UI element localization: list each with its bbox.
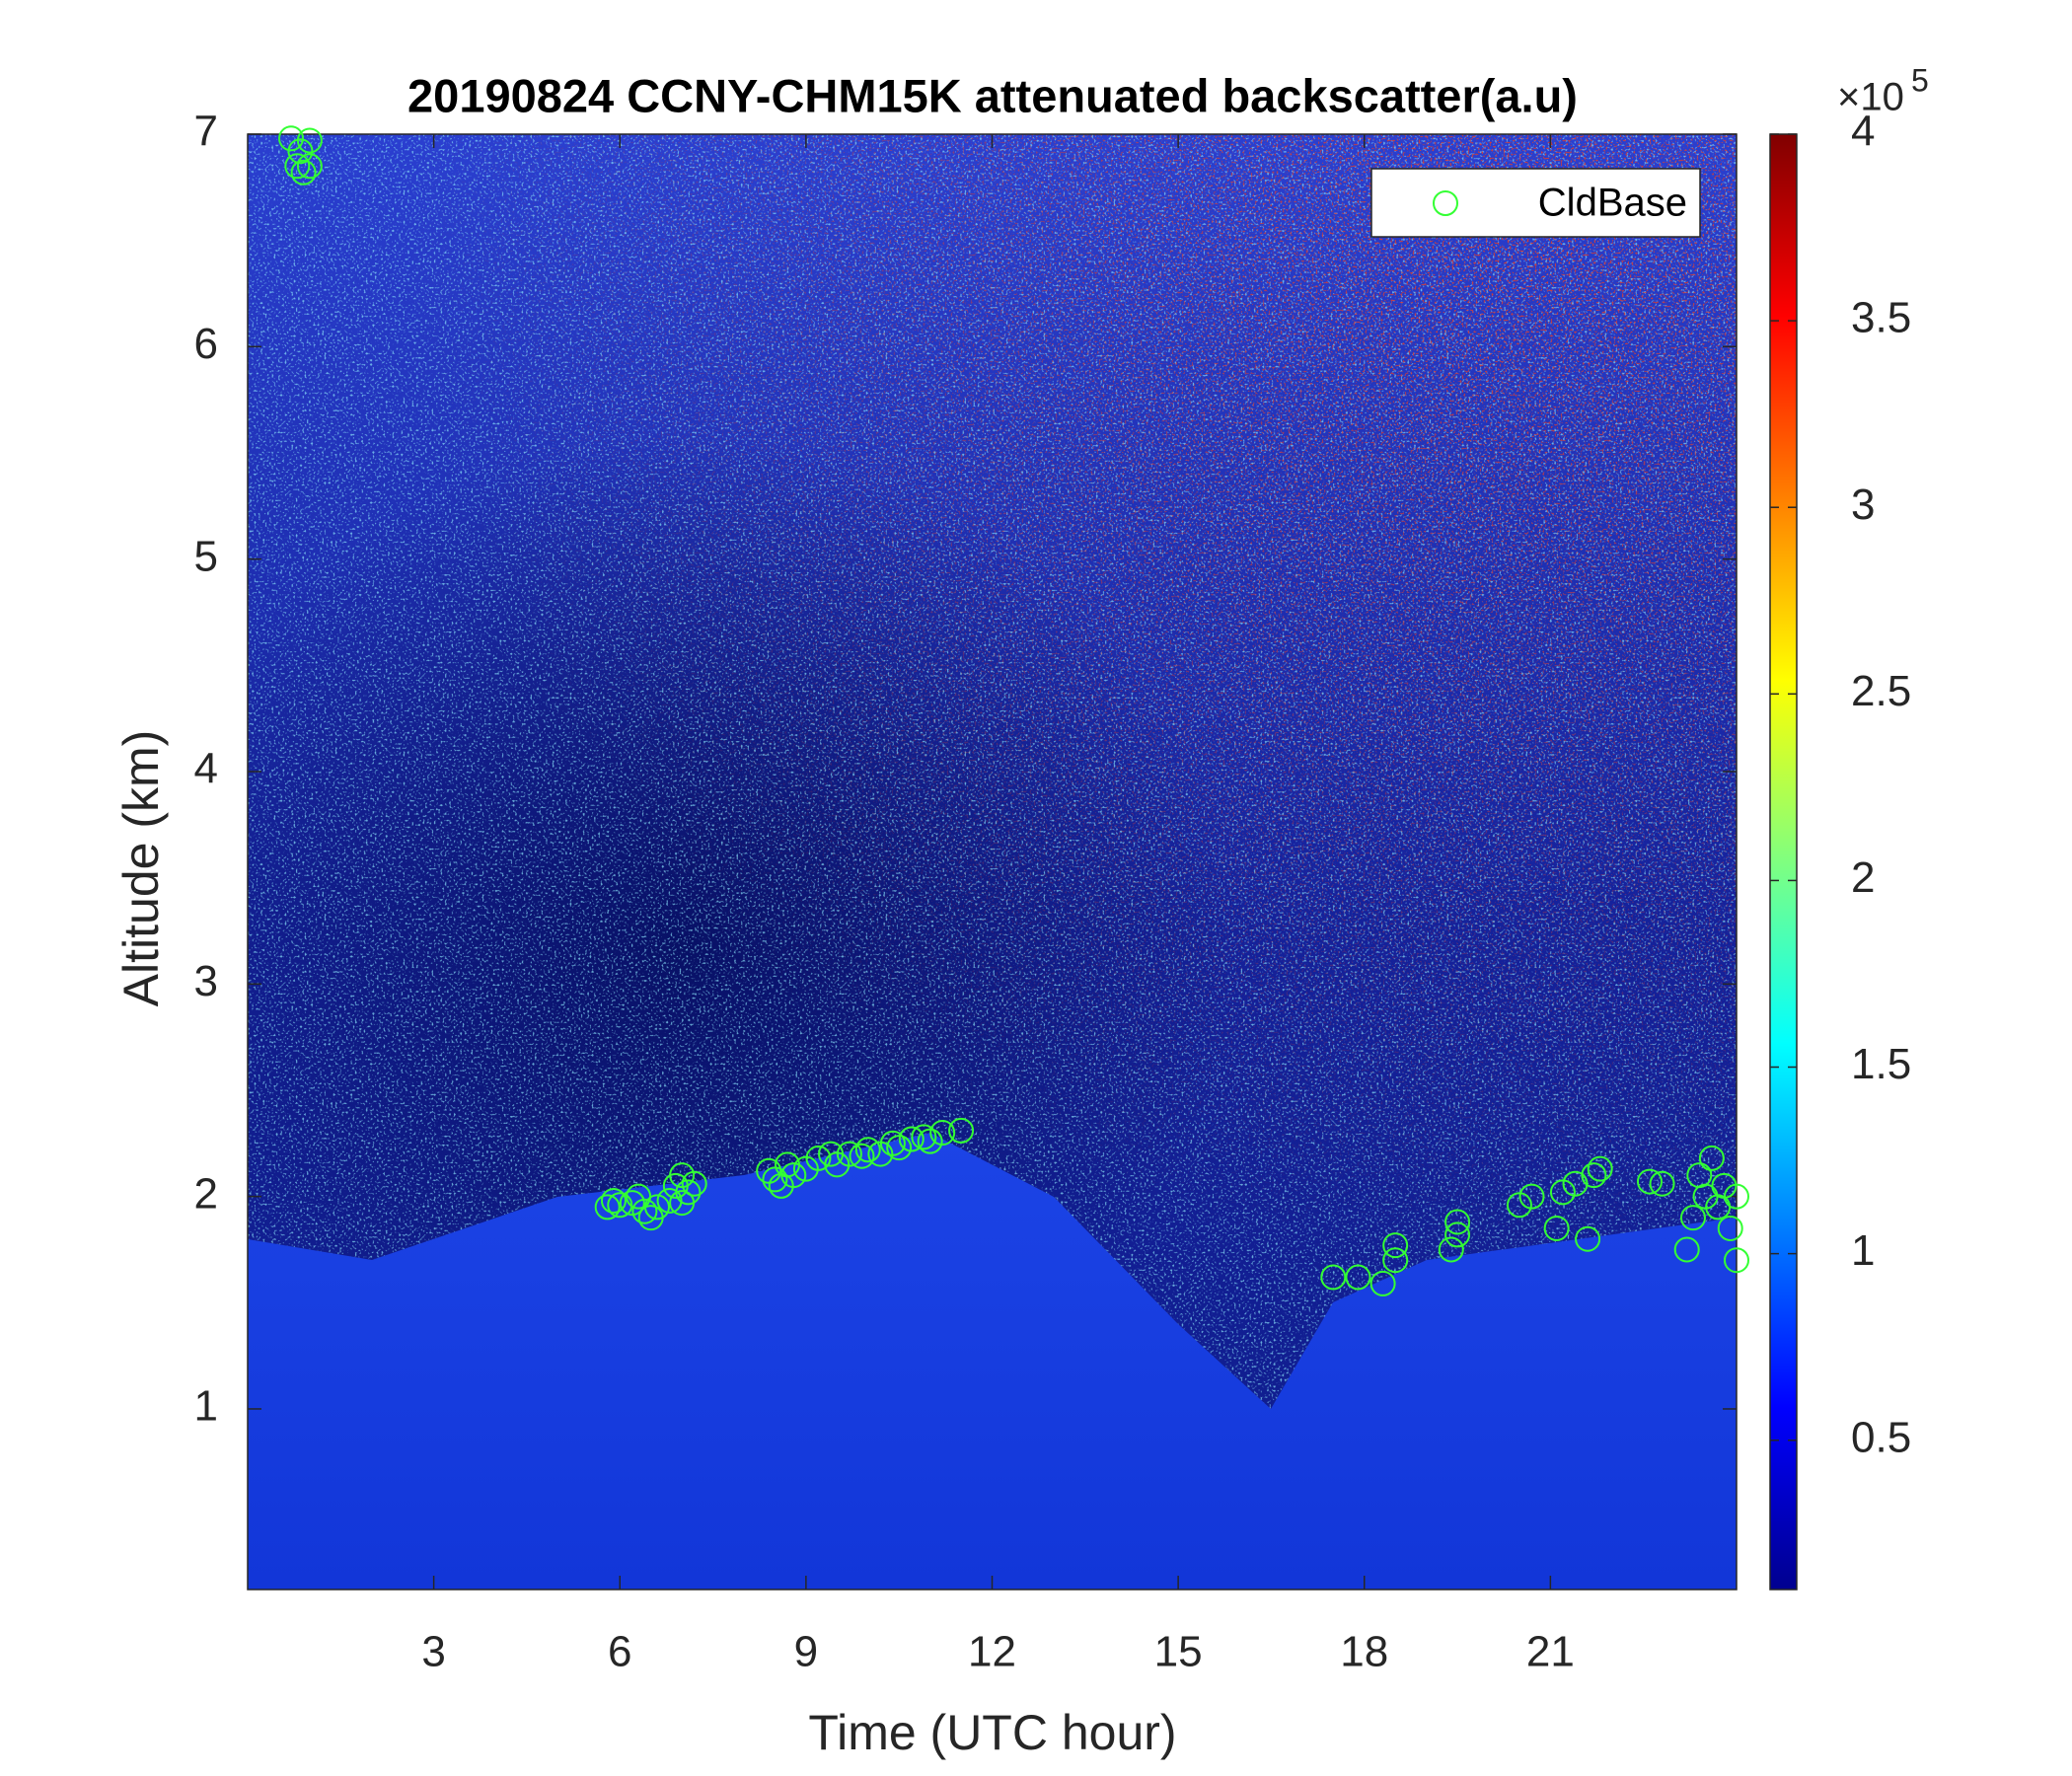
cloud-base-point: [278, 125, 305, 152]
cloud-base-point: [1679, 1205, 1706, 1231]
y-tick-label: 6: [194, 320, 218, 368]
cloud-base-point: [1382, 1247, 1409, 1274]
cloud-base-point: [849, 1143, 875, 1169]
x-tick-label: 9: [794, 1628, 818, 1676]
cloud-base-point: [1724, 1183, 1749, 1210]
cloud-base-point: [675, 1179, 702, 1206]
cloud-base-point: [879, 1130, 906, 1156]
cloud-base-point: [805, 1145, 832, 1171]
x-tick-label: 15: [1154, 1628, 1203, 1676]
cloud-base-point: [631, 1198, 658, 1224]
cloud-base-point: [669, 1162, 696, 1189]
cloud-base-point: [594, 1194, 621, 1221]
colorbar-tick-label: 2: [1851, 853, 1875, 902]
x-tick-label: 12: [968, 1628, 1016, 1676]
cloud-base-point: [948, 1117, 975, 1144]
cloud-base-point: [1369, 1270, 1396, 1296]
cloud-base-point: [1587, 1155, 1613, 1182]
cloud-base-point: [1698, 1145, 1725, 1171]
cloud-base-point: [917, 1128, 943, 1154]
colorbar-tick-label: 1.5: [1851, 1040, 1911, 1088]
cloud-base-point: [1444, 1209, 1471, 1235]
chart-title: 20190824 CCNY-CHM15K attenuated backscat…: [407, 69, 1578, 121]
legend-marker: [1433, 190, 1458, 216]
y-tick-label: 4: [194, 745, 218, 793]
cloud-base-point: [1382, 1232, 1409, 1259]
cloud-base-point: [1649, 1170, 1675, 1197]
cloud-base-point: [1543, 1215, 1570, 1241]
cloud-base-point: [1717, 1215, 1743, 1241]
legend: CldBase: [1370, 168, 1701, 238]
cloud-base-point: [780, 1162, 807, 1189]
x-tick-label: 18: [1340, 1628, 1388, 1676]
cloud-base-point: [681, 1170, 707, 1197]
cloud-base-point: [836, 1141, 862, 1167]
colorbar-tick-label: 0.5: [1851, 1413, 1911, 1461]
colorbar-exponent: 5: [1911, 62, 1929, 98]
cloud-base-point: [296, 153, 323, 180]
colorbar-tick-label: 4: [1851, 108, 1875, 156]
legend-box: [1370, 168, 1701, 238]
x-axis-label: Time (UTC hour): [808, 1705, 1176, 1760]
y-tick-label: 5: [194, 532, 218, 580]
cloud-base-point: [1345, 1264, 1371, 1291]
cloud-base-point: [284, 153, 311, 180]
cloud-base-point: [296, 127, 323, 154]
colorbar-tick-label: 3.5: [1851, 294, 1911, 342]
colorbar: [1769, 133, 1798, 1591]
cloud-base-point: [929, 1120, 956, 1147]
cloud-base-point: [1444, 1221, 1471, 1248]
cloud-base-point: [1438, 1236, 1464, 1263]
cloud-base-point: [1506, 1192, 1532, 1219]
cloud-base-point: [886, 1135, 913, 1161]
y-axis-label: Altitude (km): [113, 730, 169, 1007]
colorbar-tick-label: 2.5: [1851, 667, 1911, 715]
cloud-base-point: [1581, 1162, 1607, 1189]
cloud-base-point: [290, 159, 317, 185]
cloud-base-point: [643, 1194, 670, 1221]
cloud-base-point: [1320, 1264, 1347, 1291]
cloud-base-point: [854, 1137, 881, 1163]
cloud-base-point: [898, 1126, 925, 1152]
x-tick-label: 21: [1526, 1628, 1575, 1676]
cloud-base-point: [600, 1187, 627, 1214]
legend-label: CldBase: [1538, 182, 1687, 225]
cloud-base-point: [1518, 1183, 1545, 1210]
y-tick-label: 7: [194, 108, 218, 156]
cloud-base-point: [1673, 1236, 1700, 1263]
y-tick-label: 1: [194, 1382, 218, 1431]
colorbar-tick-label: 1: [1851, 1226, 1875, 1275]
backscatter-image: [248, 134, 1737, 1590]
cloud-base-point: [1549, 1179, 1576, 1206]
cloud-base-point: [1636, 1168, 1663, 1195]
y-tick-label: 3: [194, 957, 218, 1005]
cloud-base-point: [1724, 1247, 1749, 1274]
y-tick-label: 2: [194, 1169, 218, 1218]
cloud-base-point: [1575, 1225, 1601, 1252]
colorbar-tick-label: 3: [1851, 481, 1875, 529]
colorbar-multiplier: ×10: [1837, 76, 1904, 119]
x-tick-label: 6: [608, 1628, 631, 1676]
x-tick-label: 3: [421, 1628, 445, 1676]
cloud-base-point: [911, 1124, 937, 1150]
cloud-base-point: [619, 1190, 645, 1217]
